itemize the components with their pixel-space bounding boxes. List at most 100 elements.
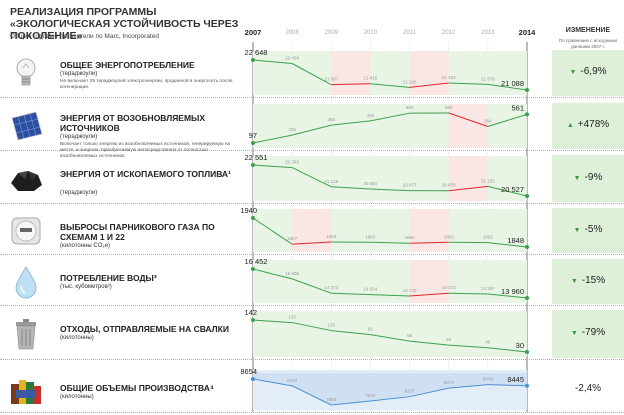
value-label: 583 xyxy=(445,105,453,110)
value-label: 20 877 xyxy=(403,183,417,188)
trend-band xyxy=(448,104,488,148)
year-label: 2009 xyxy=(324,30,338,36)
value-label: 8107 xyxy=(405,389,416,394)
data-point xyxy=(525,245,529,249)
trend-band xyxy=(253,51,293,95)
value-label: 7850 xyxy=(326,397,337,402)
metric-unit: (килотонны) xyxy=(60,335,94,341)
value-label: 1862 xyxy=(483,235,494,240)
row-separator xyxy=(0,305,624,306)
series-segment xyxy=(487,242,528,248)
series-segment xyxy=(370,188,410,192)
trend-band xyxy=(370,209,410,252)
trend-band xyxy=(448,156,488,201)
metric-unit: (тераджоули) xyxy=(60,190,98,196)
value-label: 8445 xyxy=(507,375,524,384)
row-separator xyxy=(0,254,624,255)
series-segment xyxy=(252,217,293,245)
value-label: 14 373 xyxy=(442,285,456,290)
data-point xyxy=(251,216,255,220)
series-segment xyxy=(487,113,528,127)
trend-band xyxy=(370,51,410,95)
series-segment xyxy=(252,378,293,387)
value-label: 21 379 xyxy=(481,76,495,81)
data-point xyxy=(525,112,529,117)
trend-band xyxy=(370,260,410,303)
trend-band xyxy=(448,260,488,303)
data-point xyxy=(525,296,529,300)
series-segment xyxy=(291,278,332,294)
value-label: 22 382 xyxy=(285,160,299,165)
change-column-subtitle: По сравнению с исходными данными 2007 г. xyxy=(558,38,618,49)
data-point xyxy=(251,141,255,145)
year-label: 2013 xyxy=(481,30,495,36)
metric-note: Включает только энергию из возобновляемы… xyxy=(60,142,231,159)
area-fill xyxy=(253,373,527,405)
value-label: 1864 xyxy=(326,234,337,239)
triangle-down-icon: ▼ xyxy=(573,226,581,234)
change-value: ▼ -6,9% xyxy=(552,66,624,77)
metric-label: ПОТРЕБЛЕНИЕ ВОДЫ³ xyxy=(60,273,157,283)
value-label: 1857 xyxy=(287,236,298,241)
trend-band xyxy=(409,209,449,252)
value-label: 21 453 xyxy=(442,75,456,80)
value-label: 21 367 xyxy=(324,77,338,82)
series-segment xyxy=(252,134,293,144)
trend-band xyxy=(487,311,527,357)
coal-icon xyxy=(8,161,44,197)
series-segment xyxy=(370,334,410,342)
trend-band xyxy=(370,311,410,357)
series-segment xyxy=(331,83,371,86)
value-label: 21 155 xyxy=(481,178,495,183)
products-icon xyxy=(8,372,44,408)
year-label: 2011 xyxy=(403,30,417,36)
row-separator xyxy=(0,97,624,98)
series-segment xyxy=(331,186,371,190)
series-segment xyxy=(409,241,449,244)
row-separator xyxy=(0,203,624,204)
data-point xyxy=(251,318,255,322)
value-label: 13 960 xyxy=(501,287,524,296)
value-label: 7975 xyxy=(365,393,376,398)
metric-unit: (тераджоули) xyxy=(60,134,98,140)
value-label: 97 xyxy=(249,131,257,140)
trend-band xyxy=(370,156,410,201)
year-label: 2012 xyxy=(442,30,456,36)
series-segment xyxy=(370,112,410,122)
value-label: 45 xyxy=(485,340,491,345)
series-segment xyxy=(331,330,371,336)
series-segment xyxy=(370,396,410,402)
trend-band xyxy=(292,104,332,148)
change-cell-bg xyxy=(552,155,624,202)
data-point xyxy=(525,350,529,354)
value-label: 142 xyxy=(244,308,257,317)
series-segment xyxy=(370,83,410,88)
metric-label: ОБЩЕЕ ЭНЕРГОПОТРЕБЛЕНИЕ xyxy=(60,60,195,70)
change-text: -2,4% xyxy=(574,383,602,394)
trend-band xyxy=(331,104,371,148)
row-separator xyxy=(0,412,624,413)
series-segment xyxy=(448,344,488,349)
series-segment xyxy=(292,124,332,136)
series-segment xyxy=(292,322,332,332)
lightbulb-icon xyxy=(8,55,44,91)
trend-band xyxy=(487,209,527,252)
value-label: 21 088 xyxy=(501,79,524,88)
value-label: 20 870 xyxy=(442,183,456,188)
series-segment xyxy=(370,294,410,297)
value-label: 8443 xyxy=(287,378,298,383)
value-label: 20 527 xyxy=(501,185,524,194)
series-segment xyxy=(487,83,528,91)
row-separator xyxy=(0,150,624,151)
value-label: 8654 xyxy=(240,367,257,376)
value-label: 8373 xyxy=(444,380,455,385)
data-point xyxy=(525,194,529,198)
row-separator xyxy=(0,359,624,360)
value-label: 364 xyxy=(484,119,492,124)
trend-band xyxy=(409,156,449,201)
trend-band xyxy=(292,156,332,201)
series-segment xyxy=(252,319,293,324)
value-label: 22 648 xyxy=(245,48,268,57)
value-label: 16 452 xyxy=(245,257,268,266)
series-segment xyxy=(252,268,293,280)
